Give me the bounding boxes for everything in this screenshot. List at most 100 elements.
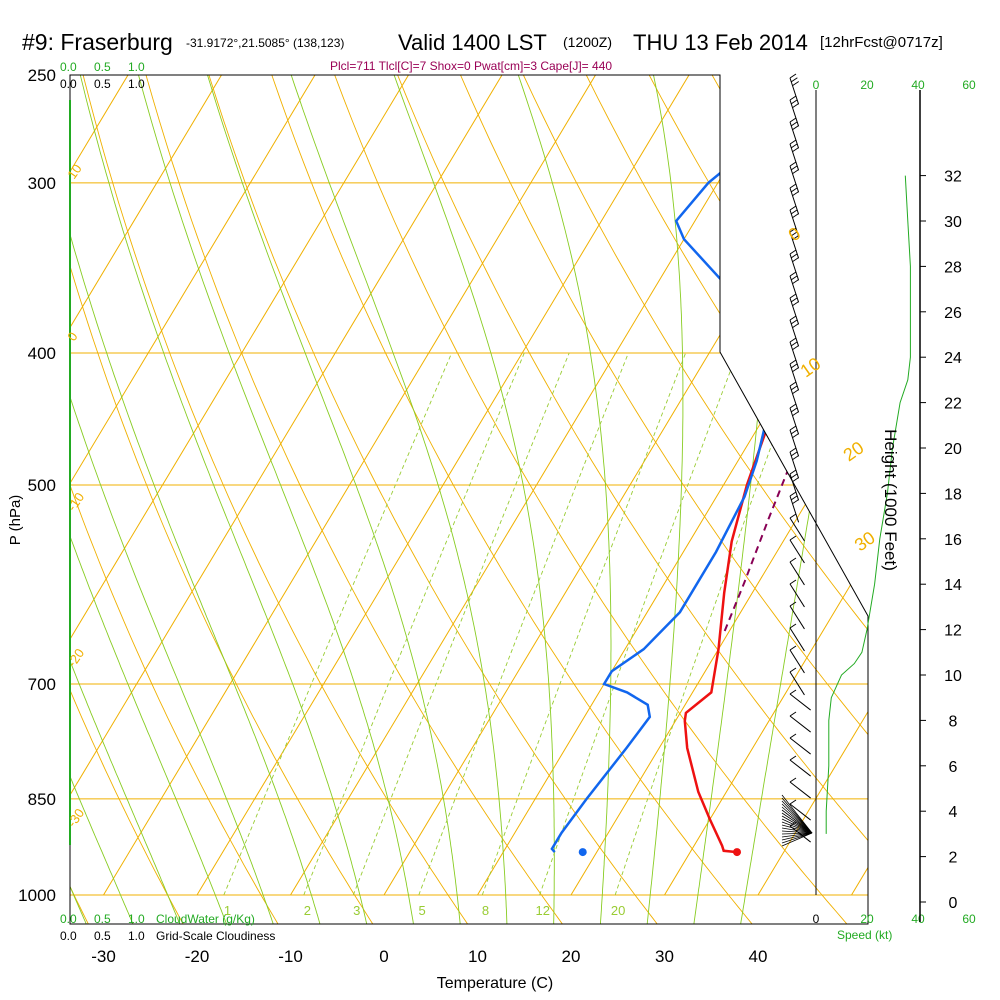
top-green-1: 0.5 [94,60,111,74]
height-tick-label: 24 [944,350,962,367]
left-isotherm-label: 0 [64,329,80,344]
wind-barb [789,781,811,799]
moist-adiabat [471,75,612,924]
bottom-black-caption: Grid-Scale Cloudiness [156,929,275,943]
isotherm--80 [70,75,246,896]
height-tick-label: 14 [944,577,962,594]
isotherm--40 [70,75,620,896]
wind-barb-flag [789,535,797,541]
isotherm--100 [0,0,58,895]
wind-barb-flag [791,231,798,237]
isotherm-20 [570,75,868,896]
pressure-tick-1000: 1000 [18,886,56,905]
wind-barb-flag [789,711,797,717]
mixing-ratio-label: 5 [419,903,426,918]
wind-barb-flag [789,139,797,145]
wind-barb-flag [792,125,800,130]
mixing-ratio-label: 20 [611,903,625,918]
top-green-2: 1.0 [128,60,145,74]
dry-adiabat [442,75,868,924]
mixing-ratio-label: 8 [482,903,489,918]
isotherm-label: 10 [797,353,825,381]
wind-barb-flag [792,389,800,394]
dry-adiabat [70,75,89,924]
wind-barb-flag [789,117,797,123]
x-axis-label: Temperature (C) [437,975,553,992]
dry-adiabat [98,75,563,924]
height-tick-label: 12 [944,623,962,640]
wind-speed-panel [815,90,911,895]
low-level-wind-barb [781,827,813,834]
pressure-tick-300: 300 [28,174,56,193]
wind-barb [789,627,805,652]
bottom-green-2: 1.0 [128,912,145,926]
height-tick-label: 22 [944,396,962,413]
mixing-ratio-label: 12 [536,903,550,918]
isotherm--70 [70,75,339,896]
height-tick-label: 0 [949,895,958,912]
isotherm-30 [664,75,868,896]
plot-frame [69,74,869,925]
left-isotherm-label: 10 [64,161,85,181]
pressure-tick-500: 500 [28,476,56,495]
low-level-wind-barb [781,824,813,834]
dry-adiabat [384,75,868,924]
wind-barb-flag [789,95,797,101]
pressure-tick-700: 700 [28,675,56,694]
low-level-wind-barb [781,818,813,834]
speed-tick-bottom: 60 [962,912,976,926]
surface-temperature-dot [733,848,742,857]
wind-barb-flag [791,253,798,259]
temperature-tick: 0 [379,947,388,966]
height-axis-label: Height (1000 Feet) [881,429,900,571]
wind-speed-profile-line [825,175,911,834]
height-tick-label: 28 [944,259,962,276]
wind-barb [789,561,805,586]
height-tick-label: 20 [944,441,962,458]
moist-adiabat [740,75,868,924]
wind-barb-flag [791,187,798,193]
wind-barb-flag [789,623,797,629]
pressure-tick-400: 400 [28,344,56,363]
wind-barb-flag [789,73,797,79]
isotherm-label: 0 [785,223,805,245]
dry-adiabat [70,75,279,924]
bottom-green-0: 0.0 [60,912,77,926]
wind-barb-flag [792,81,800,86]
dry-adiabat [613,75,868,924]
wind-barb-flag [791,495,798,501]
isotherm-0 [383,75,868,896]
dewpoint-line [550,108,782,853]
dry-adiabat [728,75,868,924]
height-tick-label: 32 [944,169,962,186]
valid-time: Valid 1400 LST [398,30,547,55]
mixing-ratio-label: 1 [224,903,231,918]
dry-adiabat [270,75,848,924]
wind-barb-flag [789,667,797,673]
bottom-green-1: 0.5 [94,912,111,926]
wind-barb-flag [792,191,800,196]
moist-adiabat [70,75,321,924]
wind-barb-flag [792,411,800,416]
temperature-tick: 10 [468,947,487,966]
dry-adiabat [155,75,658,924]
mixing-ratio-label: 2 [304,903,311,918]
dry-adiabat [671,75,868,924]
temperature-tick: 40 [749,947,768,966]
top-green-0: 0.0 [60,60,77,74]
isotherm-label: 30 [851,527,879,555]
wind-barb-flag [789,777,797,783]
wind-barb-flag [791,451,798,457]
mixing-ratio-2 [303,352,525,896]
dry-adiabat [556,75,868,924]
mixing-ratio-lines [223,352,806,896]
wind-barb-flag [789,227,797,233]
wind-barb-flag [789,359,797,365]
wind-barb-flag [789,733,797,739]
speed-tick-bottom: 40 [911,912,925,926]
height-tick-label: 18 [944,486,962,503]
wind-barb-flag [792,323,800,328]
temperature-tick: -10 [278,947,303,966]
isotherm--10 [290,75,868,896]
